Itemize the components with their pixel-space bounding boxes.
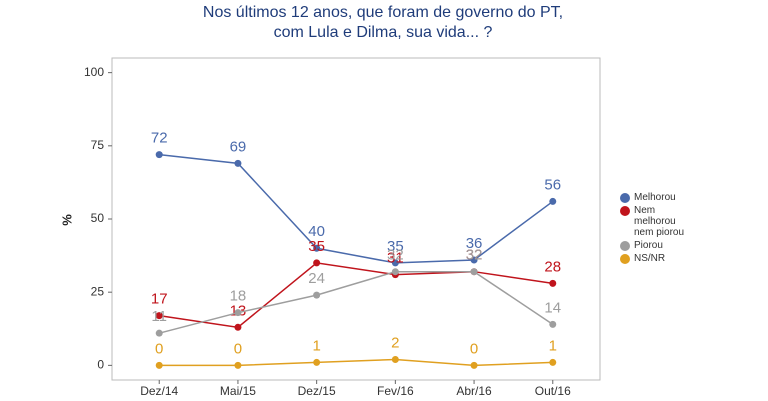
legend: Melhorou Nem melhorou nem piorou Piorou NS/… [620,192,696,266]
series-line [159,270,554,334]
legend-label: Nem melhorou nem piorou [634,205,685,238]
y-tick-label: 50 [91,211,105,225]
data-label: 0 [470,340,478,357]
data-label: 18 [230,288,247,305]
data-label: 69 [230,138,247,155]
point [549,358,557,366]
legend-item: Piorou [620,240,696,251]
point [391,259,399,267]
point [391,356,399,364]
data-label: 14 [544,299,561,316]
legend-item: Nem melhorou nem piorou [620,205,696,238]
data-label: 72 [151,130,168,147]
data-label: 32 [466,247,483,264]
point [313,358,321,366]
legend-label: NS/NR [634,253,666,264]
x-tick-label: Dez/14 [140,384,178,398]
point [313,244,321,252]
point [470,268,478,276]
chart-title: Nos últimos 12 anos, que foram de govern… [203,4,563,21]
x-tick-label: Mai/15 [220,384,256,398]
y-tick-label: 25 [91,284,105,298]
data-label: 35 [387,238,404,255]
legend-item: NS/NR [620,253,696,264]
point [391,268,399,276]
data-label: 0 [234,340,242,357]
data-label: 17 [151,291,168,308]
point [155,361,163,369]
point [549,279,557,287]
point [549,197,557,205]
plot-border [111,57,601,381]
y-tick-label: 0 [97,358,104,372]
x-tick-label: Fev/16 [377,384,414,398]
legend-swatch [620,254,630,264]
y-tick-label: 75 [91,138,105,152]
data-label: 1 [549,337,557,354]
data-label: 56 [544,176,561,193]
data-label: 24 [308,270,325,287]
legend-item: Melhorou [620,192,696,203]
data-label: 35 [308,238,325,255]
data-label: 0 [155,340,163,357]
point [313,291,321,299]
point [234,309,242,317]
series-line [159,153,554,264]
data-label: 2 [391,334,399,351]
data-label: 36 [466,235,483,252]
legend-swatch [620,206,630,216]
y-axis-label: % [59,214,74,226]
data-label: 40 [308,223,325,240]
x-tick-label: Abr/16 [456,384,492,398]
point [313,259,321,267]
point [155,312,163,320]
series-line [159,358,553,367]
data-label: 11 [151,308,167,325]
chart-title: com Lula e Dilma, sua vida... ? [274,24,493,41]
data-label: 1 [312,337,320,354]
x-tick-label: Dez/15 [298,384,336,398]
series-line [159,262,553,329]
point [234,361,242,369]
point [155,151,163,159]
y-tick-label: 100 [84,65,104,79]
legend-label: Melhorou [634,192,676,203]
legend-label: Piorou [634,240,663,251]
data-label: 32 [387,247,404,264]
legend-swatch [620,193,630,203]
point [234,323,242,331]
point [549,320,557,328]
point [470,256,478,264]
data-label: 31 [387,250,404,267]
point [470,361,478,369]
x-tick-label: Out/16 [535,384,571,398]
point [155,329,163,337]
data-label: 28 [544,258,561,275]
point [234,159,242,167]
data-label: 32 [466,247,483,264]
legend-swatch [620,241,630,251]
